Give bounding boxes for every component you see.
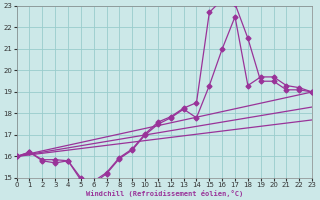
X-axis label: Windchill (Refroidissement éolien,°C): Windchill (Refroidissement éolien,°C) (86, 190, 243, 197)
